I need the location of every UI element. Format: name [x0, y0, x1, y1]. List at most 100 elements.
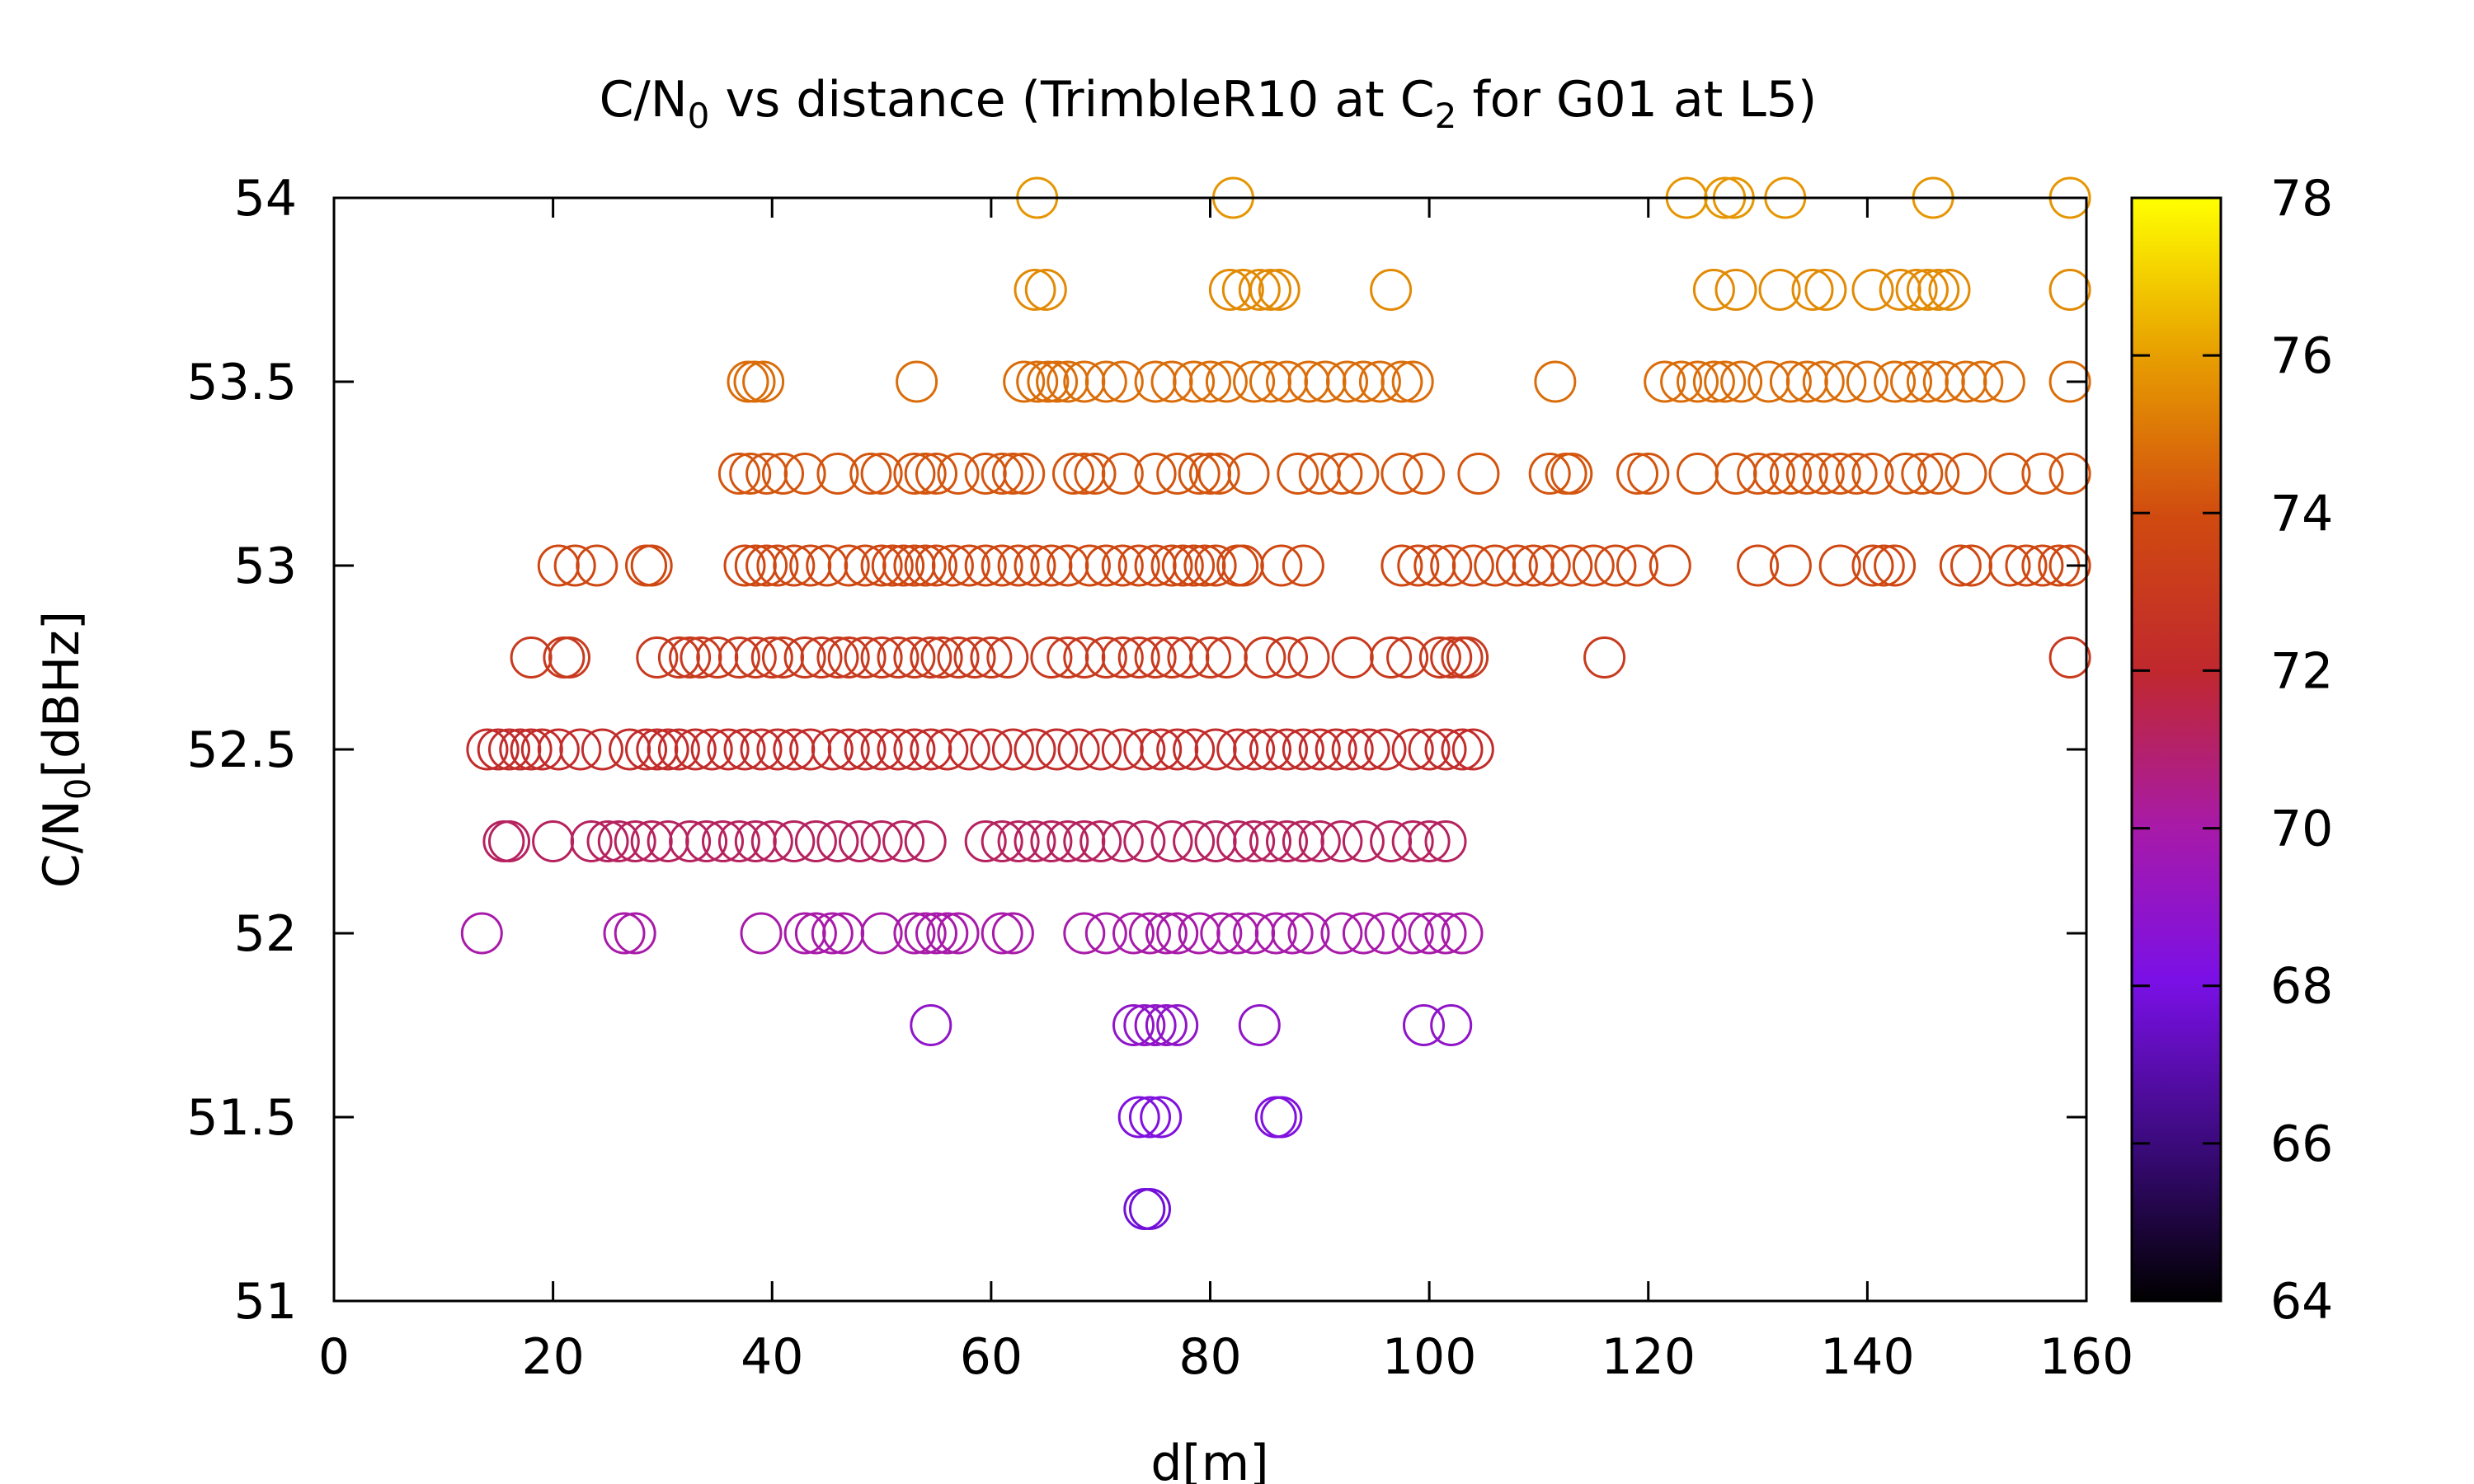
data-point: [1627, 453, 1670, 495]
data-point: [816, 636, 859, 679]
data-point: [2005, 544, 2048, 587]
colorbar-tick-label: 76: [2270, 327, 2333, 385]
data-point: [1408, 912, 1451, 955]
data-point: [893, 912, 936, 955]
data-point: [937, 453, 980, 495]
data-point: [1205, 360, 1248, 403]
data-point: [1835, 453, 1878, 495]
data-point: [1804, 269, 1847, 311]
data-point: [1895, 269, 1938, 311]
y-axis-label: C/N0[dBHz]: [33, 611, 98, 888]
data-point: [1441, 912, 1484, 955]
data-point: [1057, 728, 1100, 771]
data-point: [871, 544, 914, 587]
data-point: [981, 453, 1023, 495]
data-point: [1802, 360, 1845, 403]
data-point: [991, 912, 1034, 955]
data-point: [1737, 453, 1780, 495]
data-point: [1758, 269, 1801, 311]
data-point: [1079, 728, 1122, 771]
data-point: [1430, 1004, 1473, 1046]
data-point: [1156, 912, 1199, 955]
data-point: [893, 728, 936, 771]
data-point: [1304, 360, 1347, 403]
plot-frame: [332, 196, 2088, 1303]
data-point: [1227, 453, 1270, 495]
data-point: [1003, 453, 1046, 495]
data-point: [1320, 912, 1363, 955]
data-point: [1802, 453, 1845, 495]
data-point: [756, 544, 799, 587]
data-point: [1183, 544, 1226, 587]
data-point: [816, 453, 859, 495]
data-point: [1380, 544, 1423, 587]
data-point: [1874, 544, 1917, 587]
data-point: [1298, 453, 1341, 495]
data-point: [893, 453, 936, 495]
data-point: [1074, 453, 1117, 495]
data-point: [1014, 728, 1056, 771]
data-point: [1370, 820, 1413, 862]
data-point: [559, 728, 602, 771]
data-point: [1331, 636, 1374, 679]
data-point: [1117, 544, 1160, 587]
data-point: [1446, 636, 1489, 679]
data-point: [877, 728, 920, 771]
data-point: [1430, 544, 1473, 587]
data-point: [625, 728, 667, 771]
data-point: [532, 820, 575, 862]
data-point: [1818, 453, 1861, 495]
data-points: [460, 176, 2091, 1230]
data-point: [1474, 544, 1517, 587]
data-point: [794, 820, 837, 862]
data-point: [991, 453, 1034, 495]
data-point: [964, 820, 1007, 862]
y-tick-label: 53: [234, 538, 297, 595]
data-point: [1424, 820, 1467, 862]
data-point: [981, 912, 1023, 955]
data-point: [1063, 912, 1106, 955]
data-point: [1644, 360, 1686, 403]
data-point: [1785, 360, 1828, 403]
data-point: [707, 728, 750, 771]
data-point: [986, 636, 1029, 679]
data-point: [997, 820, 1040, 862]
data-point: [1282, 728, 1324, 771]
data-point: [827, 636, 870, 679]
data-point: [1238, 1004, 1281, 1046]
data-point: [1030, 820, 1073, 862]
data-point: [1101, 728, 1144, 771]
data-point: [1457, 453, 1500, 495]
data-point: [1003, 360, 1046, 403]
data-point: [685, 820, 728, 862]
data-point: [1140, 728, 1183, 771]
data-point: [1391, 820, 1434, 862]
x-tick-label: 0: [318, 1328, 350, 1386]
data-point: [789, 544, 832, 587]
data-point: [1287, 636, 1330, 679]
data-point: [926, 728, 969, 771]
data-point: [1988, 453, 2031, 495]
data-point: [970, 636, 1013, 679]
data-point: [915, 912, 957, 955]
data-point: [2048, 544, 2091, 587]
data-point: [1677, 360, 1719, 403]
data-point: [548, 636, 590, 679]
data-point: [586, 820, 629, 862]
data-point: [860, 912, 903, 955]
data-point: [1824, 360, 1867, 403]
data-point: [811, 728, 854, 771]
data-point: [915, 453, 957, 495]
data-point: [1950, 544, 1992, 587]
data-point: [1692, 360, 1735, 403]
data-point: [1862, 544, 1905, 587]
data-point: [1233, 728, 1276, 771]
x-tick-label: 20: [521, 1328, 584, 1386]
y-tick-label: 52: [234, 905, 297, 963]
data-point: [1320, 453, 1363, 495]
data-point: [733, 360, 776, 403]
data-point: [1370, 269, 1413, 311]
data-point: [1287, 360, 1330, 403]
data-point: [729, 453, 772, 495]
data-point: [1380, 360, 1423, 403]
